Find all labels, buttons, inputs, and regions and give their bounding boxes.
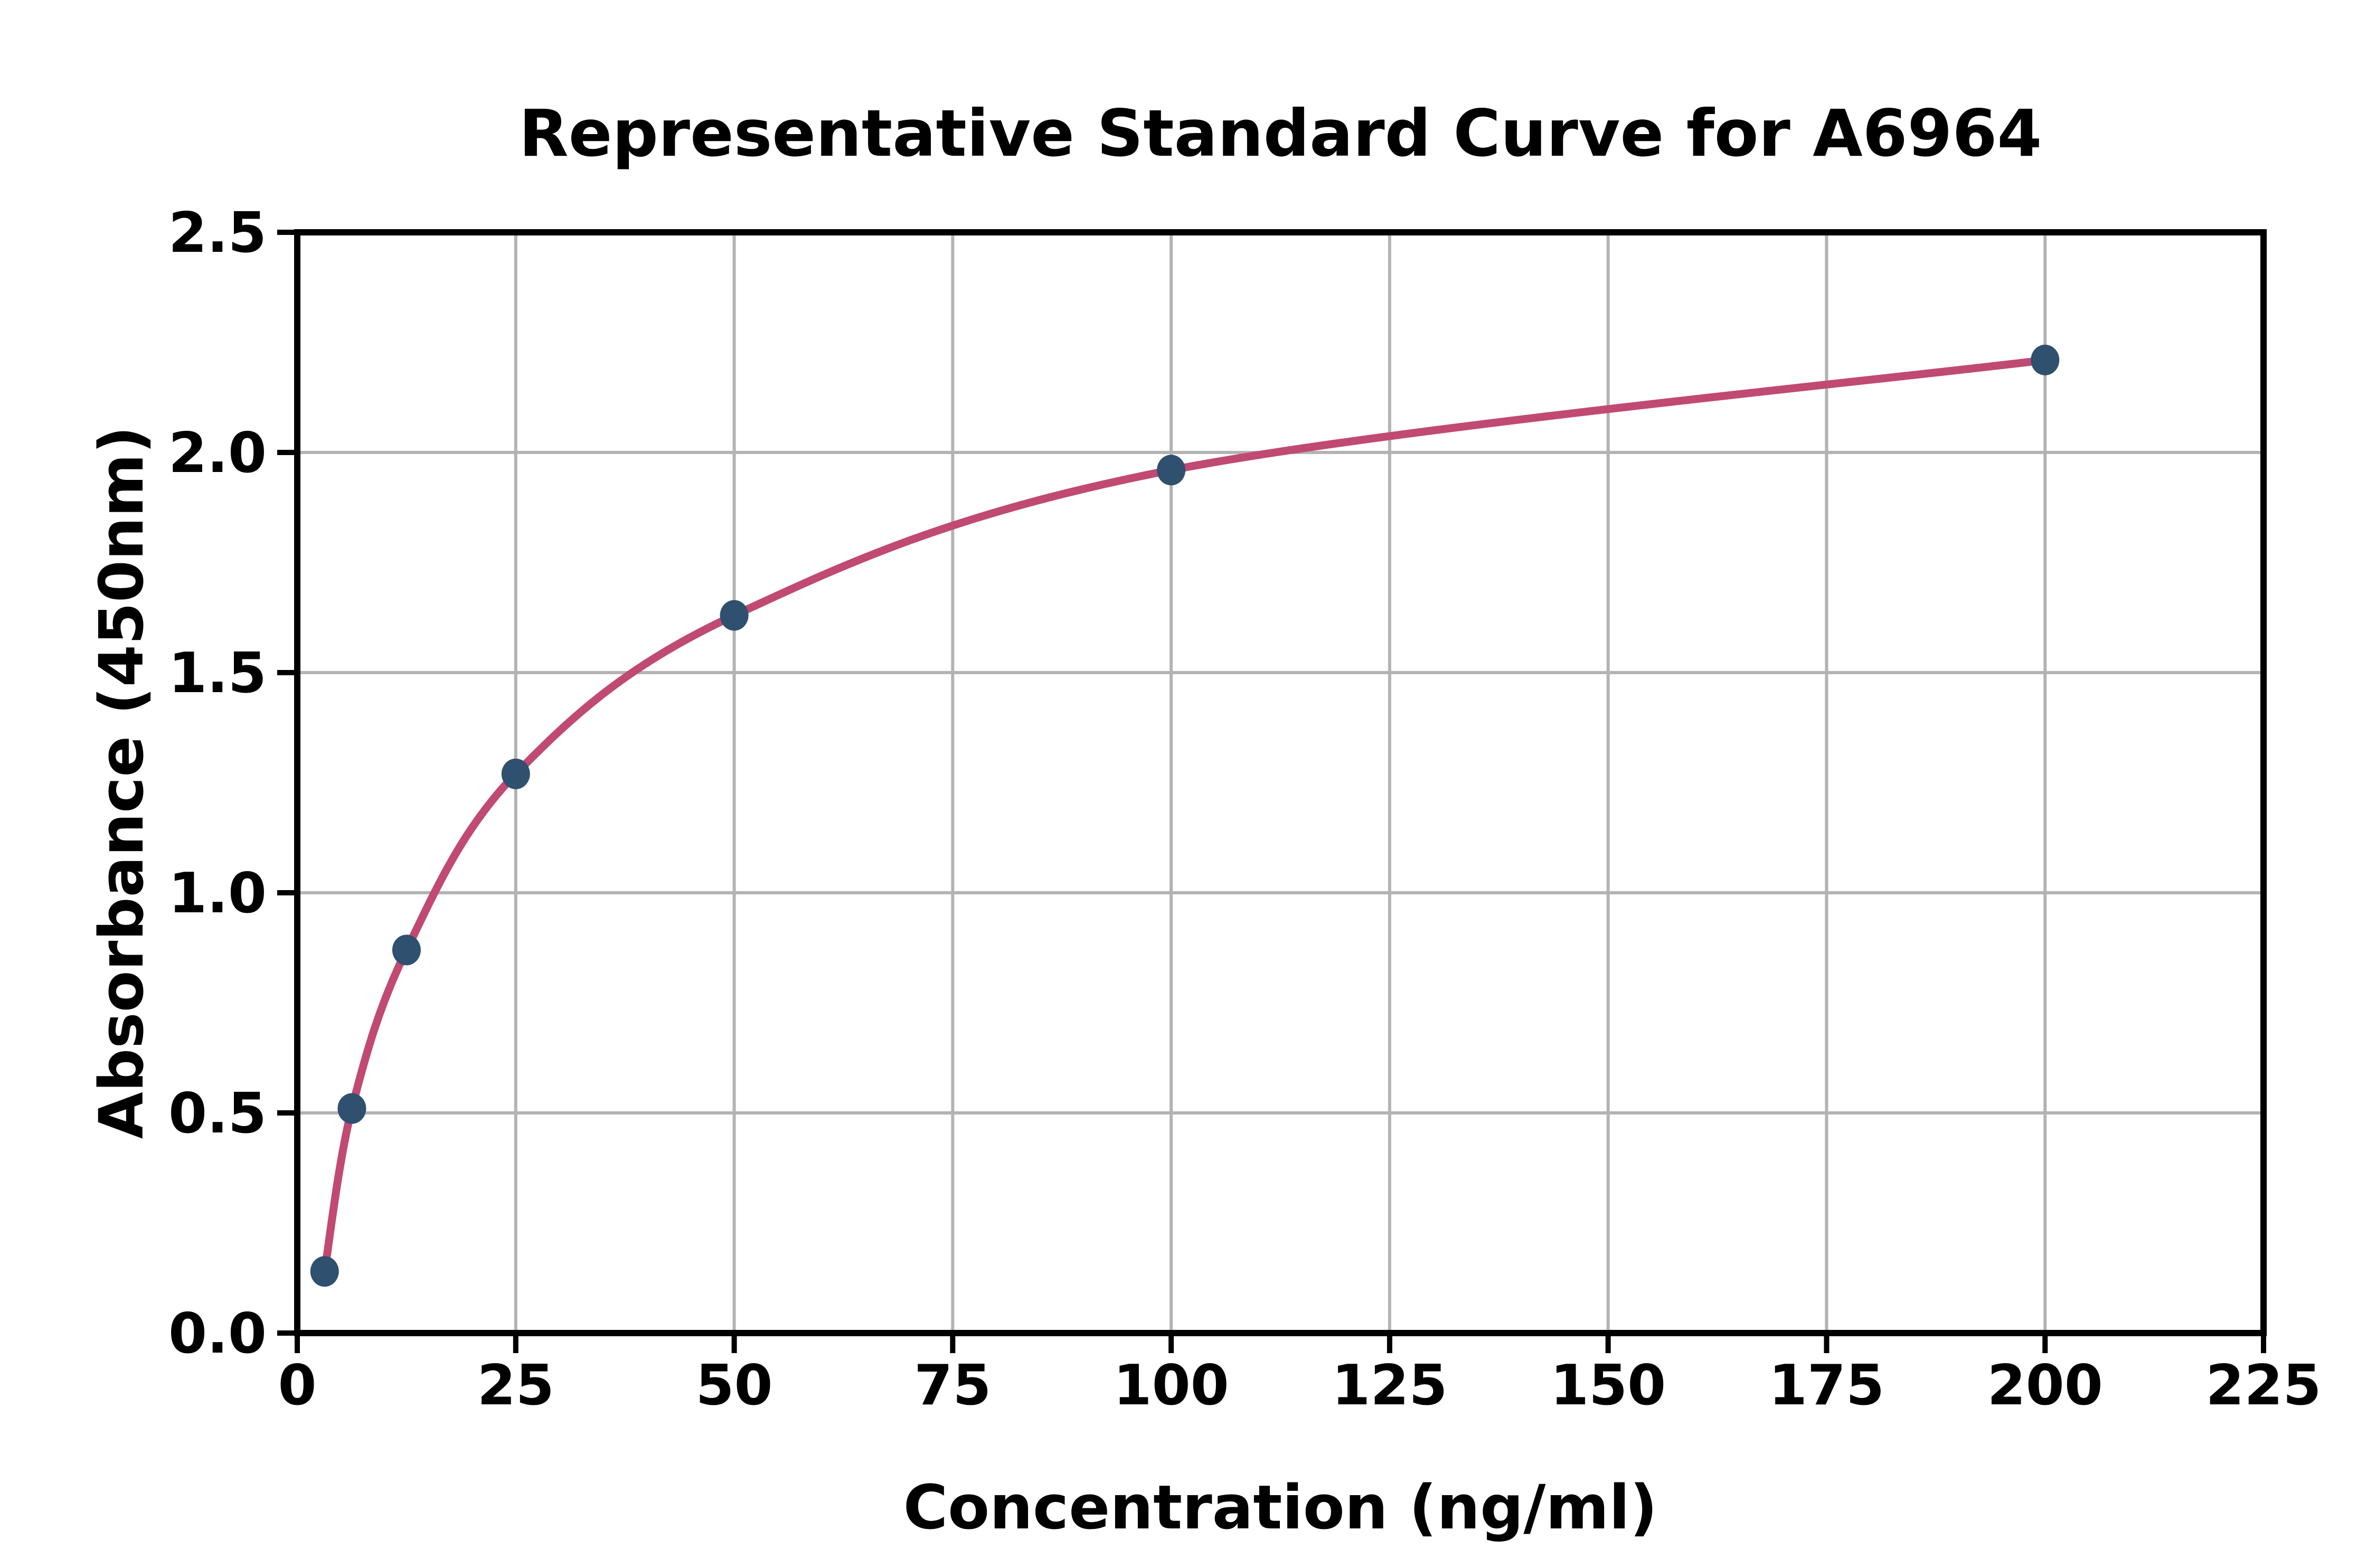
data-point-marker <box>310 1256 339 1287</box>
tick-label-layer: 0 25 50 75 100 125 150 175 200 225 0.0 0.5 1.0 1.5 2.0… <box>168 201 2322 1418</box>
y-axis-label: Absorbance (450nm) <box>87 426 157 1139</box>
data-point-marker <box>337 1093 366 1124</box>
y-tick-label: 0.5 <box>168 1081 267 1146</box>
x-tick-label: 25 <box>477 1353 554 1418</box>
x-tick-label: 75 <box>914 1353 991 1418</box>
fit-curve <box>320 356 2049 1276</box>
y-tick-label: 2.5 <box>168 201 267 265</box>
x-tick-label: 225 <box>2205 1353 2321 1418</box>
x-axis-label: Concentration (ng/ml) <box>903 1472 1657 1543</box>
data-point-marker <box>501 758 530 789</box>
data-point-marker <box>392 934 421 966</box>
x-tick-label: 100 <box>1114 1353 1229 1418</box>
x-tick-label: 175 <box>1769 1353 1884 1418</box>
y-tick-label: 0.0 <box>168 1301 267 1366</box>
x-tick-label: 200 <box>1987 1353 2103 1418</box>
plot-area-border <box>294 229 2267 1336</box>
tick-mark-layer <box>277 230 2266 1353</box>
data-series-layer <box>310 344 2060 1287</box>
x-tick-label: 150 <box>1550 1353 1666 1418</box>
data-point-marker <box>2031 344 2060 375</box>
x-tick-label: 125 <box>1332 1353 1447 1418</box>
y-tick-label: 1.5 <box>168 641 267 705</box>
data-point-marker <box>720 600 749 631</box>
gridline-layer <box>297 232 2264 1333</box>
y-tick-label: 1.0 <box>168 861 267 925</box>
x-tick-label: 0 <box>278 1353 316 1418</box>
y-tick-label: 2.0 <box>168 421 267 485</box>
x-tick-label: 50 <box>695 1353 772 1418</box>
chart-title: Representative Standard Curve for A6964 <box>519 96 2042 171</box>
data-point-marker <box>1157 455 1186 486</box>
